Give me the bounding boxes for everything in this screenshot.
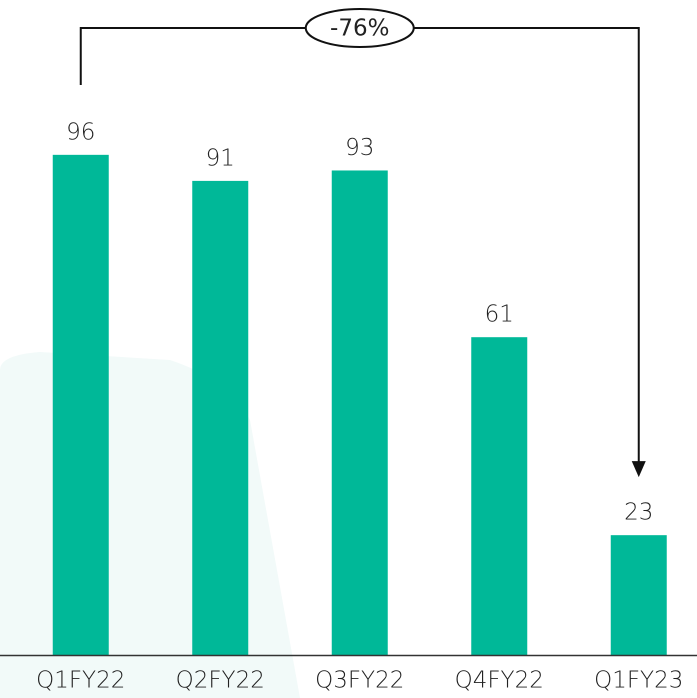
value-label: 61 [485, 302, 514, 328]
value-label: 93 [345, 135, 374, 161]
value-label: 91 [206, 145, 235, 171]
bar [192, 180, 249, 655]
x-tick-label: Q2FY22 [176, 668, 265, 694]
bar [471, 337, 528, 655]
bar [331, 170, 388, 655]
bar [52, 154, 109, 655]
arrow-head [631, 461, 646, 478]
x-tick-label: Q4FY22 [455, 668, 544, 694]
annotation-bubble [304, 8, 415, 48]
annotation-label: -76% [330, 16, 389, 42]
value-label: 23 [624, 500, 653, 526]
x-tick-label: Q1FY23 [594, 668, 683, 694]
bar [610, 535, 667, 655]
x-tick-label: Q1FY22 [36, 668, 125, 694]
background-shape [0, 352, 300, 698]
value-label: 96 [66, 119, 95, 145]
x-tick-label: Q3FY22 [315, 668, 404, 694]
annotation-bracket: -76% [79, 8, 646, 478]
